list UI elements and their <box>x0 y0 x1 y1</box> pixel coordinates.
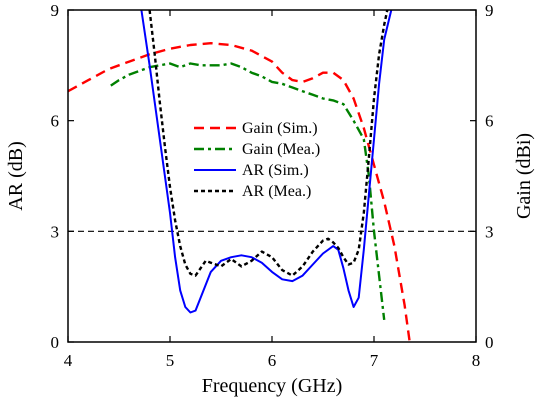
y-tick-label: 0 <box>51 333 60 352</box>
y2-tick-label: 0 <box>485 333 494 352</box>
x-tick-label: 7 <box>370 351 379 370</box>
x-tick-label: 5 <box>166 351 175 370</box>
series-line-1 <box>110 62 386 321</box>
series-line-3 <box>148 10 389 277</box>
y-tick-label: 9 <box>51 1 60 20</box>
legend-label-3: AR (Mea.) <box>242 183 311 200</box>
legend: Gain (Sim.) Gain (Mea.) AR (Sim.) AR (Mea.) <box>194 120 320 200</box>
legend-label-2: AR (Sim.) <box>242 162 309 179</box>
y-tick-label: 6 <box>51 112 60 131</box>
y-axis-label: AR (dB) <box>5 141 27 210</box>
tick-marks <box>67 9 477 343</box>
y2-axis-label: Gain (dBi) <box>513 133 535 219</box>
x-tick-label: 6 <box>268 351 277 370</box>
y2-tick-label: 6 <box>485 112 494 131</box>
y2-tick-label: 9 <box>485 1 494 20</box>
x-tick-label: 4 <box>64 351 73 370</box>
series-line-0 <box>68 42 411 342</box>
y-tick-label: 3 <box>51 222 60 241</box>
y2-tick-label: 3 <box>485 222 494 241</box>
series-line-2 <box>140 10 393 314</box>
legend-label-0: Gain (Sim.) <box>242 120 318 137</box>
plot-area <box>68 10 476 342</box>
legend-label-1: Gain (Mea.) <box>242 141 320 158</box>
x-axis-label: Frequency (GHz) <box>202 375 343 397</box>
x-tick-label: 8 <box>472 351 481 370</box>
